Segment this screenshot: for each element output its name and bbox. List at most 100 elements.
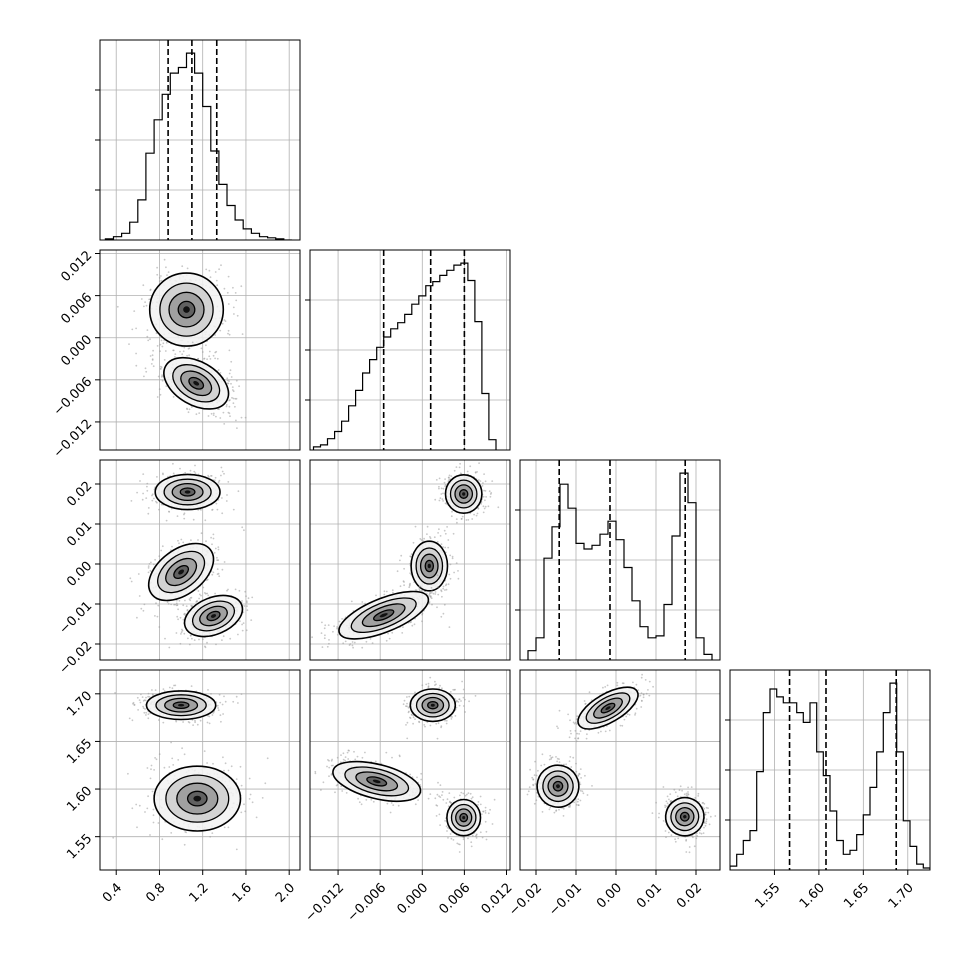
scatter-point bbox=[340, 785, 343, 788]
scatter-point bbox=[154, 615, 156, 617]
scatter-point bbox=[450, 718, 453, 720]
scatter-point bbox=[439, 535, 442, 537]
scatter-point bbox=[205, 344, 207, 347]
scatter-point bbox=[410, 714, 413, 716]
scatter-point bbox=[326, 645, 329, 648]
scatter-point bbox=[443, 603, 446, 606]
scatter-point bbox=[181, 265, 184, 268]
scatter-point bbox=[335, 784, 338, 787]
scatter-point bbox=[213, 551, 216, 554]
scatter-point bbox=[442, 546, 444, 548]
scatter-point bbox=[383, 593, 386, 596]
scatter-point bbox=[250, 619, 253, 621]
scatter-point bbox=[226, 494, 228, 496]
scatter-point bbox=[136, 696, 139, 699]
scatter-point bbox=[197, 539, 199, 541]
scatter-point bbox=[444, 589, 446, 591]
scatter-point bbox=[241, 629, 244, 632]
scatter-point bbox=[436, 540, 439, 543]
scatter-point bbox=[182, 721, 185, 723]
scatter-point bbox=[231, 389, 234, 391]
scatter-point bbox=[219, 417, 222, 419]
scatter-point bbox=[449, 554, 452, 557]
scatter-point bbox=[476, 512, 479, 515]
scatter-point bbox=[433, 536, 436, 539]
scatter-point bbox=[344, 759, 346, 762]
scatter-point bbox=[172, 472, 175, 475]
scatter-point bbox=[452, 688, 455, 691]
scatter-point bbox=[183, 512, 186, 515]
scatter-point bbox=[223, 561, 226, 563]
scatter-point bbox=[449, 563, 452, 566]
scatter-point bbox=[216, 568, 219, 570]
scatter-point bbox=[261, 797, 264, 799]
scatter-point bbox=[159, 393, 162, 396]
scatter-point bbox=[172, 396, 175, 398]
scatter-point bbox=[491, 480, 494, 482]
scatter-point bbox=[166, 601, 169, 603]
scatter-point bbox=[434, 498, 437, 501]
scatter-point bbox=[159, 368, 162, 370]
scatter-point bbox=[152, 349, 155, 352]
scatter-point bbox=[483, 489, 485, 492]
scatter-point bbox=[175, 720, 178, 723]
scatter-point bbox=[212, 533, 215, 536]
scatter-point bbox=[215, 502, 218, 505]
scatter-point bbox=[406, 737, 409, 740]
scatter-point bbox=[177, 539, 179, 542]
scatter-point bbox=[209, 835, 212, 838]
scatter-point bbox=[187, 411, 190, 414]
scatter-point bbox=[402, 626, 404, 628]
scatter-point bbox=[138, 804, 141, 807]
scatter-point bbox=[218, 575, 221, 578]
scatter-point bbox=[421, 613, 424, 616]
scatter-point bbox=[419, 585, 422, 588]
scatter-point bbox=[171, 757, 174, 760]
scatter-point bbox=[215, 415, 217, 418]
scatter-point bbox=[332, 630, 334, 633]
scatter-point bbox=[221, 703, 224, 706]
scatter-point bbox=[392, 804, 395, 806]
scatter-point bbox=[184, 471, 187, 474]
scatter-point bbox=[469, 792, 472, 795]
scatter-point bbox=[224, 320, 227, 322]
scatter-point bbox=[235, 695, 238, 698]
scatter-point bbox=[441, 794, 443, 796]
scatter-point bbox=[247, 597, 250, 600]
scatter-point bbox=[482, 482, 484, 484]
scatter-point bbox=[474, 471, 477, 474]
scatter-point bbox=[206, 358, 209, 361]
scatter-point bbox=[336, 633, 339, 636]
scatter-point bbox=[347, 758, 350, 760]
scatter-point bbox=[211, 508, 214, 511]
scatter-point bbox=[408, 586, 411, 589]
scatter-point bbox=[219, 701, 222, 704]
scatter-point bbox=[214, 271, 217, 273]
scatter-point bbox=[436, 804, 439, 807]
scatter-point bbox=[182, 350, 185, 353]
scatter-point bbox=[234, 405, 236, 408]
scatter-point bbox=[480, 503, 482, 505]
scatter-point bbox=[364, 751, 366, 754]
scatter-point bbox=[441, 687, 443, 690]
scatter-point bbox=[140, 607, 143, 610]
scatter-point bbox=[194, 721, 197, 724]
scatter-point bbox=[227, 332, 229, 335]
scatter-point bbox=[435, 479, 438, 481]
scatter-point bbox=[361, 756, 364, 759]
scatter-point bbox=[429, 596, 432, 599]
scatter-point bbox=[451, 510, 453, 513]
scatter-point bbox=[354, 758, 357, 761]
scatter-point bbox=[156, 476, 158, 478]
scatter-point bbox=[251, 596, 254, 599]
scatter-point bbox=[365, 640, 368, 643]
scatter-point bbox=[231, 386, 234, 388]
scatter-point bbox=[177, 608, 180, 611]
scatter-point bbox=[437, 532, 439, 534]
scatter-point bbox=[212, 412, 215, 415]
scatter-point bbox=[351, 641, 354, 643]
scatter-point bbox=[186, 609, 189, 612]
scatter-point bbox=[216, 556, 218, 559]
scatter-point bbox=[220, 264, 222, 267]
histogram-panel-0 bbox=[95, 39, 301, 241]
